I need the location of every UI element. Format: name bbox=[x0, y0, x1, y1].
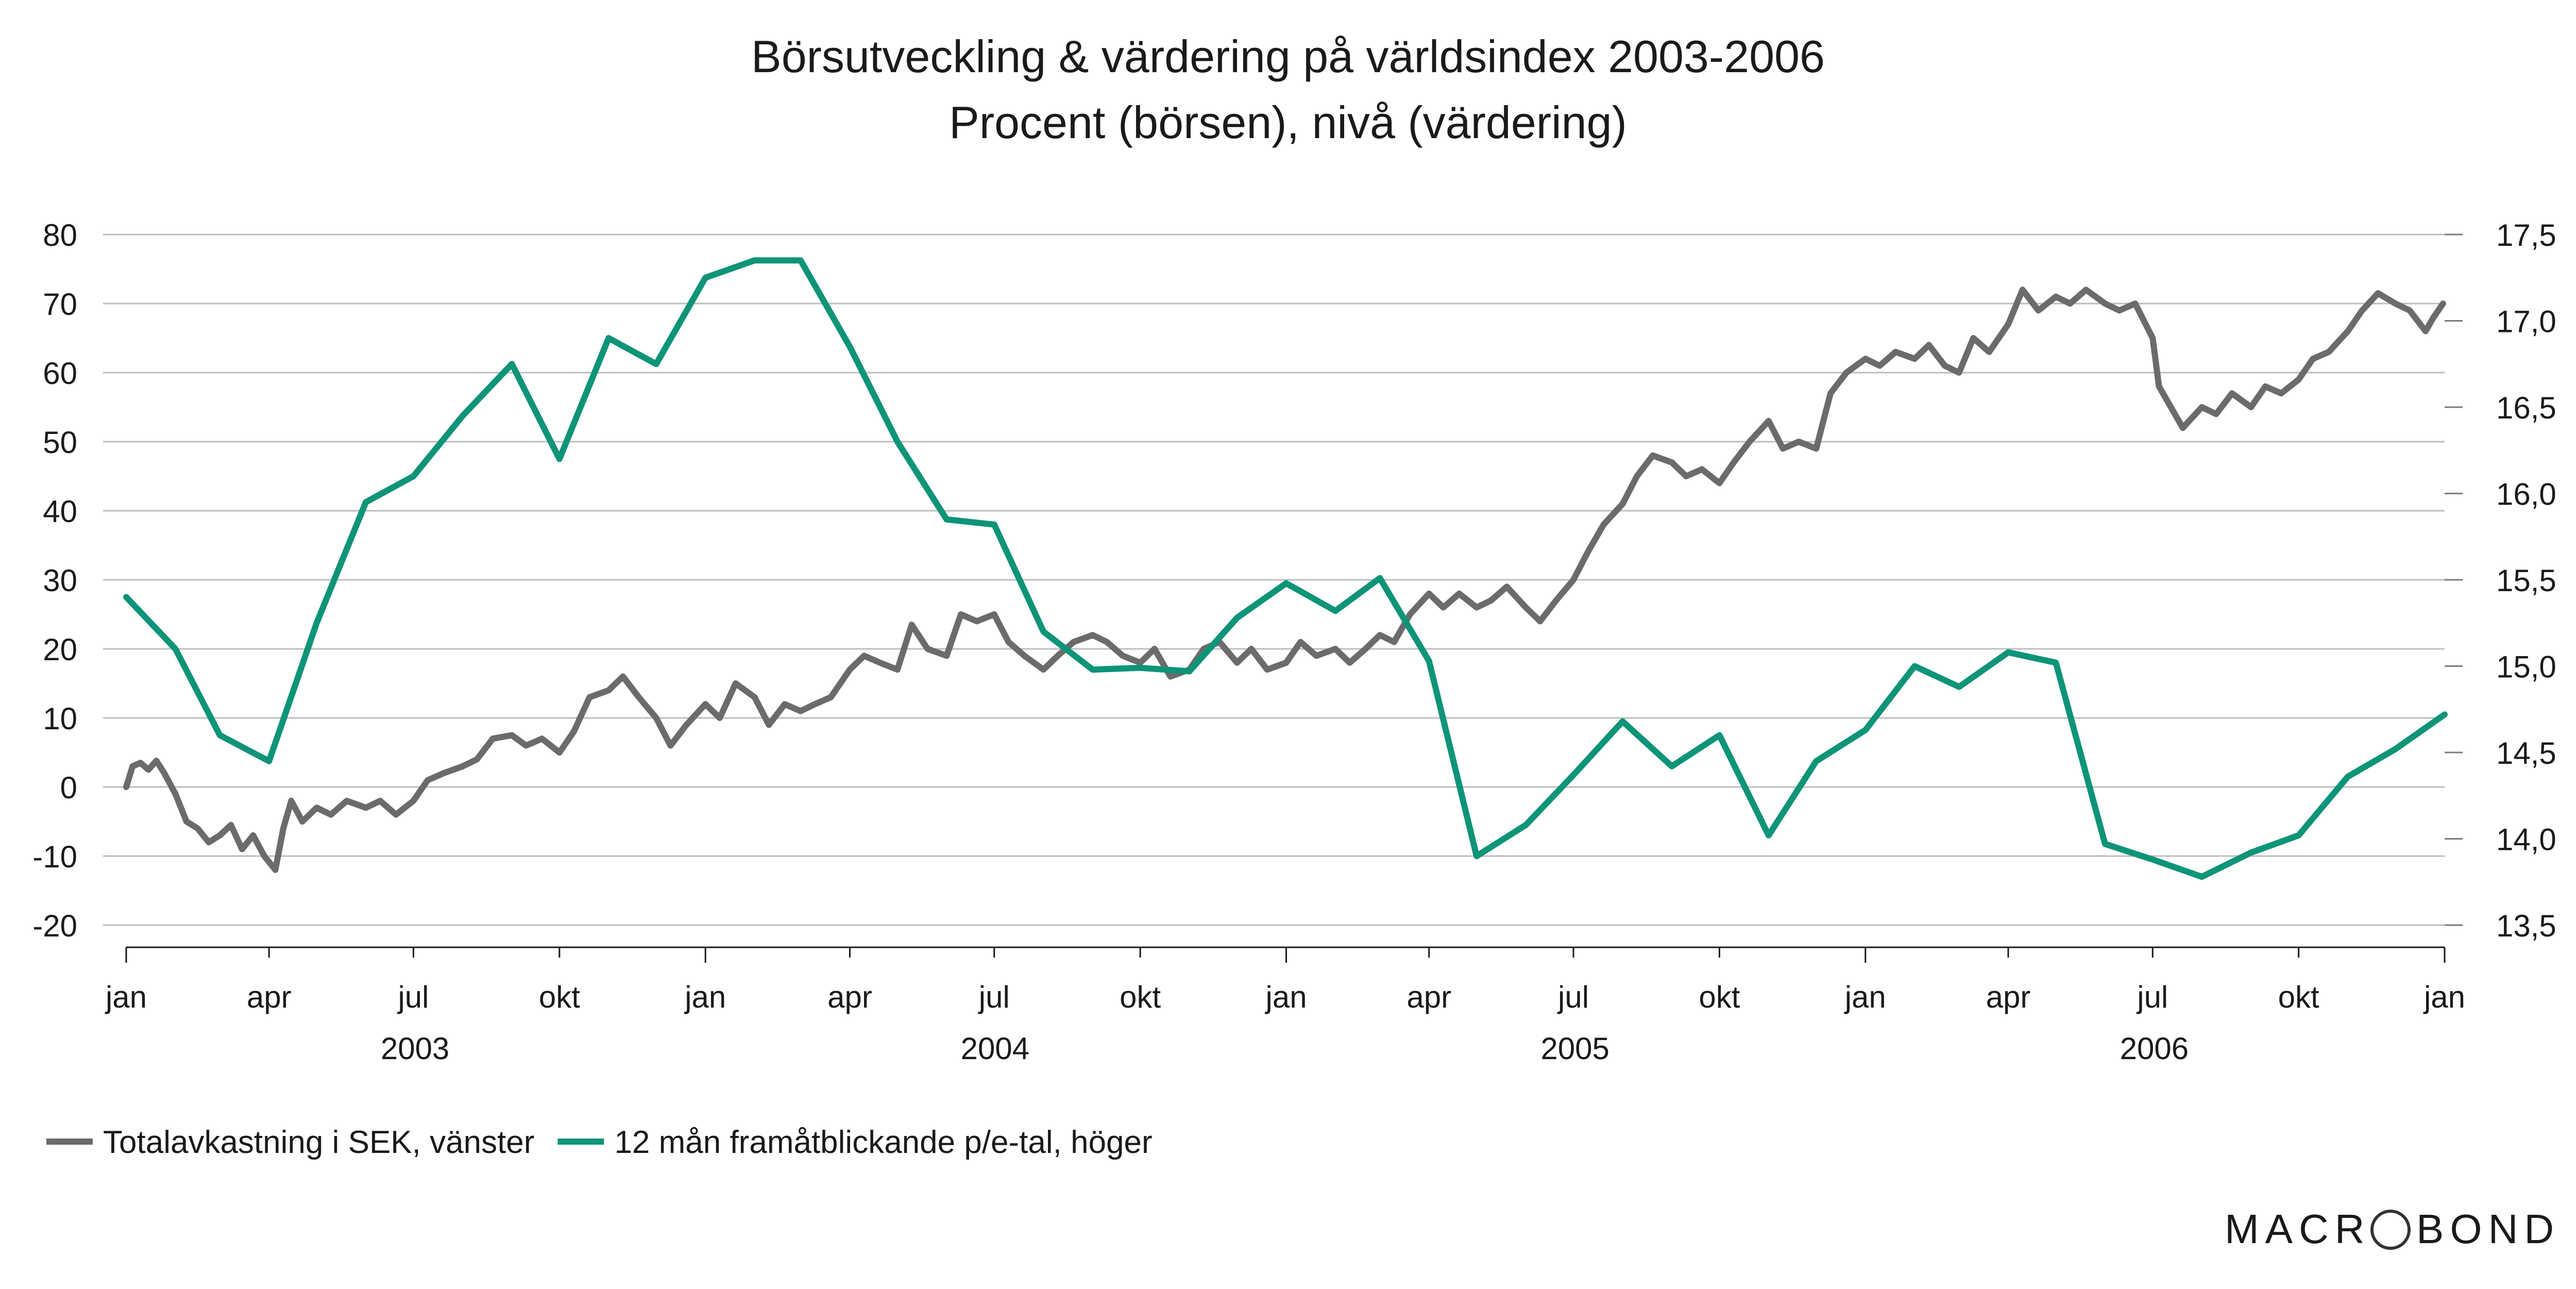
legend-label-1: Totalavkastning i SEK, vänster bbox=[103, 1125, 534, 1160]
macrobond-logo: MACR BOND bbox=[2225, 1206, 2560, 1252]
left-axis-tick-label: 50 bbox=[43, 425, 77, 460]
gridlines bbox=[103, 233, 2463, 926]
right-axis-tick-label: 16,0 bbox=[2496, 477, 2556, 512]
x-axis-tick-label: apr bbox=[827, 980, 872, 1014]
left-axis-tick-label: 70 bbox=[43, 287, 77, 322]
right-axis-tick-label: 14,5 bbox=[2496, 736, 2556, 771]
left-axis-tick-label: 10 bbox=[43, 701, 77, 736]
x-axis-tick-label: okt bbox=[1699, 980, 1740, 1014]
left-axis-tick-label: 0 bbox=[60, 771, 77, 805]
x-axis-tick-label: okt bbox=[2278, 980, 2319, 1014]
left-axis-tick-label: 20 bbox=[43, 632, 77, 667]
x-axis-tick-label: apr bbox=[1406, 980, 1451, 1014]
right-axis-tick-label: 14,0 bbox=[2496, 823, 2556, 857]
legend-label-2: 12 mån framåtblickande p/e-tal, höger bbox=[614, 1125, 1152, 1160]
x-axis-tick-label: apr bbox=[1986, 980, 2031, 1014]
right-axis-tick-label: 15,5 bbox=[2496, 563, 2556, 598]
chart-subtitle: Procent (börsen), nivå (värdering) bbox=[949, 97, 1627, 148]
right-axis-tick-labels: 13,5 14,0 14,5 15,0 15,5 16,0 16,5 17,0 17,5 bbox=[2496, 218, 2556, 943]
x-axis-year-label: 2005 bbox=[1540, 1031, 1609, 1066]
x-axis-year-label: 2004 bbox=[961, 1031, 1029, 1066]
x-axis-tick-label: jul bbox=[978, 980, 1010, 1014]
right-axis-tick-label: 17,5 bbox=[2496, 218, 2556, 253]
left-axis-tick-labels: -20 -10 0 10 20 30 40 50 60 70 80 bbox=[32, 218, 77, 943]
x-axis-tick-label: jul bbox=[2136, 980, 2168, 1014]
series-line-2 bbox=[123, 257, 2448, 880]
series-line-1 bbox=[123, 287, 2446, 873]
left-axis-tick-label: -20 bbox=[32, 909, 77, 943]
x-axis-tick-label: apr bbox=[247, 980, 292, 1014]
x-axis-tick-label: jan bbox=[684, 980, 726, 1014]
series-lines bbox=[123, 257, 2448, 880]
left-axis-tick-label: -10 bbox=[32, 840, 77, 874]
x-axis-tick-label: jul bbox=[1557, 980, 1589, 1014]
x-axis-tick-label: okt bbox=[539, 980, 580, 1014]
x-axis: jan apr jul okt jan apr jul okt jan apr jul okt jan a… bbox=[105, 946, 2465, 1066]
right-axis-tick-label: 17,0 bbox=[2496, 305, 2556, 339]
chart-title: Börsutveckling & värdering på världsinde… bbox=[751, 31, 1825, 82]
svg-text:BOND: BOND bbox=[2416, 1206, 2560, 1252]
x-axis-tick-label: jan bbox=[1265, 980, 1307, 1014]
x-axis-tick-label: jan bbox=[2423, 980, 2465, 1014]
left-axis-tick-label: 60 bbox=[43, 356, 77, 391]
x-axis-tick-label: okt bbox=[1120, 980, 1161, 1014]
right-axis-tick-label: 16,5 bbox=[2496, 391, 2556, 425]
left-axis-tick-label: 30 bbox=[43, 563, 77, 598]
x-axis-tick-label: jul bbox=[397, 980, 429, 1014]
svg-text:MACR: MACR bbox=[2225, 1206, 2371, 1252]
right-axis-tick-label: 15,0 bbox=[2496, 650, 2556, 684]
legend: Totalavkastning i SEK, vänster 12 mån fra… bbox=[46, 1125, 1153, 1160]
left-axis-tick-label: 40 bbox=[43, 494, 77, 529]
x-axis-year-label: 2006 bbox=[2120, 1031, 2189, 1066]
x-axis-year-label: 2003 bbox=[381, 1031, 449, 1066]
left-axis-tick-label: 80 bbox=[43, 218, 77, 253]
x-axis-tick-label: jan bbox=[105, 980, 147, 1014]
right-axis-tick-label: 13,5 bbox=[2496, 909, 2556, 943]
x-axis-tick-label: jan bbox=[1844, 980, 1886, 1014]
